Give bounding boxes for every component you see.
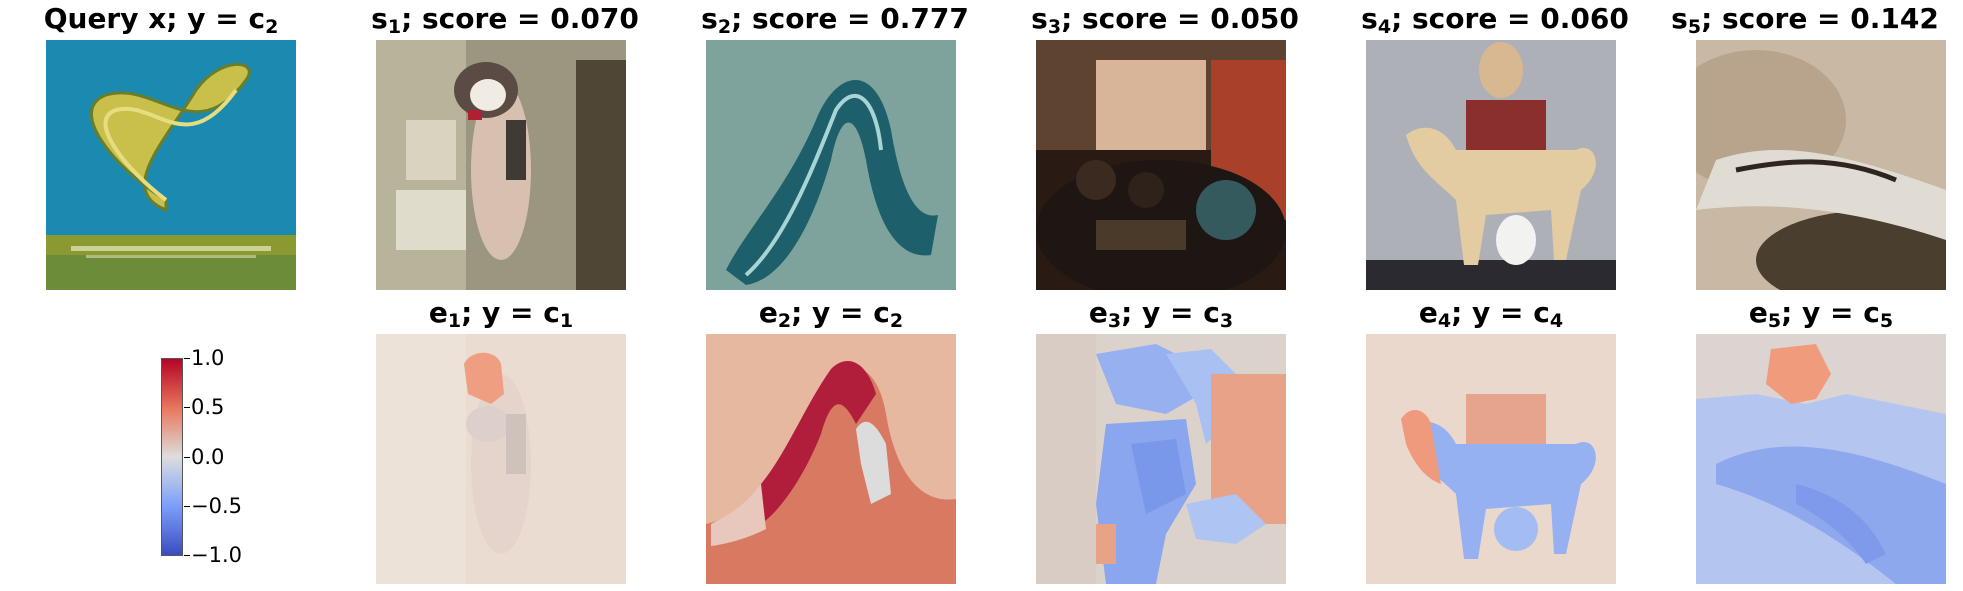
colorbar: [161, 358, 183, 556]
e5-map: [1696, 334, 1946, 584]
query-title: Query x; y = c2: [43, 2, 279, 38]
e5-map-svg: [1696, 334, 1946, 584]
s1-title: s1; score = 0.070: [371, 2, 639, 38]
e3-map-svg: [1036, 334, 1286, 584]
query-image: [46, 40, 296, 290]
s5-title: s5; score = 0.142: [1671, 2, 1939, 38]
e3-title: e3; y = c3: [1088, 296, 1234, 332]
s3-image-svg: [1036, 40, 1286, 290]
e1-map-svg: [376, 334, 626, 584]
colorbar-tick-label: 0.0: [191, 445, 225, 469]
colorbar-tick-label: −1.0: [191, 543, 242, 567]
s3-title: s3; score = 0.050: [1031, 2, 1299, 38]
colorbar-tick: [184, 407, 190, 408]
e4-map-svg: [1366, 334, 1616, 584]
s5-image: [1696, 40, 1946, 290]
colorbar-tick-label: −0.5: [191, 494, 242, 518]
colorbar-tick-label: 1.0: [191, 346, 225, 370]
s4-image: [1366, 40, 1616, 290]
s4-title: s4; score = 0.060: [1361, 2, 1629, 38]
query-image-svg: [46, 40, 296, 290]
s4-image-svg: [1366, 40, 1616, 290]
s5-image-svg: [1696, 40, 1946, 290]
e2-map-svg: [706, 334, 956, 584]
e2-title: e2; y = c2: [758, 296, 904, 332]
s2-title: s2; score = 0.777: [701, 2, 969, 38]
s2-image-svg: [706, 40, 956, 290]
e1-title: e1; y = c1: [428, 296, 574, 332]
e3-map: [1036, 334, 1286, 584]
s1-image-svg: [376, 40, 626, 290]
colorbar-tick: [184, 358, 190, 359]
colorbar-tick: [184, 506, 190, 507]
colorbar-tick-label: 0.5: [191, 395, 225, 419]
e4-title: e4; y = c4: [1418, 296, 1564, 332]
colorbar-tick: [184, 555, 190, 556]
e2-map: [706, 334, 956, 584]
s1-image: [376, 40, 626, 290]
s3-image: [1036, 40, 1286, 290]
e5-title: e5; y = c5: [1748, 296, 1894, 332]
e4-map: [1366, 334, 1616, 584]
s2-image: [706, 40, 956, 290]
e1-map: [376, 334, 626, 584]
colorbar-tick: [184, 457, 190, 458]
